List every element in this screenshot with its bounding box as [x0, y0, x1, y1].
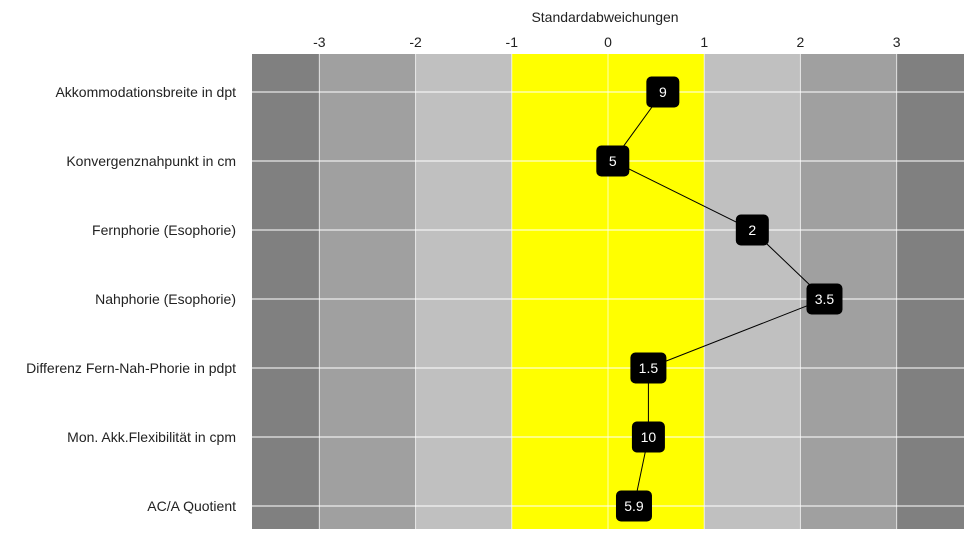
data-point: 1.5	[630, 352, 667, 384]
x-tick-label: 3	[893, 34, 901, 50]
data-point-marker	[646, 76, 680, 108]
data-point: 10	[631, 421, 665, 453]
data-label: 2	[748, 222, 756, 238]
data-point: 3.5	[806, 283, 843, 315]
data-markers: 9 5 2 3.5 1.5 10 5.9	[596, 76, 843, 522]
data-label: 5.9	[624, 498, 644, 514]
y-category-label: Nahphorie (Esophorie)	[95, 291, 236, 307]
y-category-label: Konvergenznahpunkt in cm	[66, 153, 236, 169]
band-4	[704, 54, 801, 529]
data-label: 3.5	[815, 291, 835, 307]
x-tick-label: 0	[604, 34, 612, 50]
data-point: 2	[735, 214, 769, 246]
data-label: 9	[659, 84, 667, 100]
x-axis-ticks: -3 -2 -1 0 1 2 3	[313, 34, 901, 50]
data-point-marker	[596, 145, 630, 177]
x-tick-label: -1	[506, 34, 519, 50]
x-tick-label: -3	[313, 34, 326, 50]
data-point-marker	[735, 214, 769, 246]
data-point: 5.9	[615, 490, 652, 522]
band-0	[252, 54, 320, 529]
data-label: 1.5	[639, 360, 659, 376]
data-point: 9	[646, 76, 680, 108]
gridlines	[252, 54, 964, 529]
y-category-label: Fernphorie (Esophorie)	[92, 222, 236, 238]
x-axis-label: Standardabweichungen	[531, 9, 678, 25]
y-category-label: Akkommodationsbreite in dpt	[55, 84, 236, 100]
band-2	[415, 54, 512, 529]
data-point-marker	[631, 421, 665, 453]
data-point-marker	[630, 352, 667, 384]
band-6	[896, 54, 964, 529]
y-category-label: Differenz Fern-Nah-Phorie in pdpt	[26, 360, 236, 376]
data-point: 5	[596, 145, 630, 177]
y-category-label: AC/A Quotient	[147, 498, 236, 514]
data-point-marker	[806, 283, 843, 315]
x-tick-label: 2	[797, 34, 805, 50]
band-1	[319, 54, 416, 529]
data-label: 5	[609, 153, 617, 169]
data-label: 10	[641, 429, 657, 445]
x-tick-label: 1	[700, 34, 708, 50]
y-category-label: Mon. Akk.Flexibilität in cpm	[67, 429, 236, 445]
y-axis-labels: Akkommodationsbreite in dpt Konvergenznah…	[26, 84, 236, 514]
data-point-marker	[615, 490, 652, 522]
x-tick-label: -2	[409, 34, 422, 50]
